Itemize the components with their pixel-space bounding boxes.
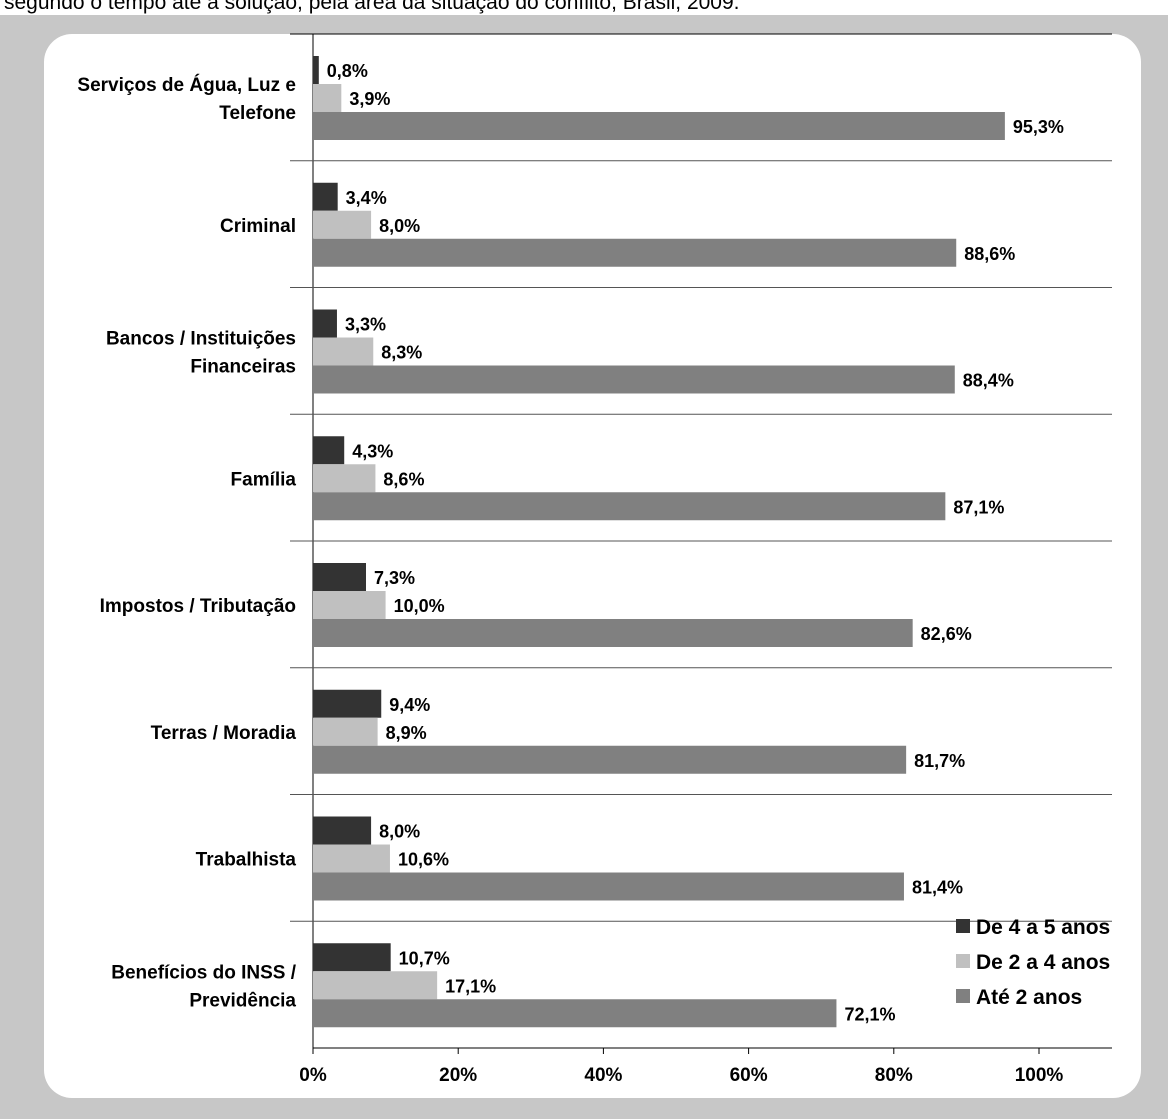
data-label-criminal-de-4-a-5-anos: 3,4% <box>346 188 387 208</box>
data-label-impostos-tributacao-de-2-a-4-anos: 10,0% <box>394 596 445 616</box>
bar-trabalhista-de-4-a-5-anos <box>313 816 372 845</box>
data-label-beneficios-do-inss-previdencia-de-4-a-5-anos: 10,7% <box>399 948 450 968</box>
bar-impostos-tributacao-ate-2-anos <box>313 619 913 647</box>
data-label-bancos-instituicoes-financeiras-de-2-a-4-anos: 8,3% <box>381 343 422 363</box>
legend-swatch-ate-2-anos <box>956 989 970 1003</box>
bar-familia-de-4-a-5-anos <box>313 436 345 465</box>
data-label-terras-moradia-de-2-a-4-anos: 8,9% <box>386 723 427 743</box>
category-label-terras-moradia: Terras / Moradia <box>151 723 297 744</box>
bar-impostos-tributacao-de-2-a-4-anos <box>313 591 386 619</box>
data-label-trabalhista-de-2-a-4-anos: 10,6% <box>398 850 449 870</box>
data-label-beneficios-do-inss-previdencia-de-2-a-4-anos: 17,1% <box>445 976 496 996</box>
legend-swatch-de-2-a-4-anos <box>956 954 970 968</box>
bar-bancos-instituicoes-financeiras-ate-2-anos <box>313 365 955 394</box>
bar-familia-de-2-a-4-anos <box>313 464 376 493</box>
data-label-familia-de-4-a-5-anos: 4,3% <box>352 441 393 461</box>
data-label-beneficios-do-inss-previdencia-ate-2-anos: 72,1% <box>844 1004 895 1024</box>
data-label-terras-moradia-de-4-a-5-anos: 9,4% <box>389 695 430 715</box>
x-tick-label: 60% <box>730 1065 768 1086</box>
legend-label-ate-2-anos: Até 2 anos <box>976 986 1082 1009</box>
bar-beneficios-do-inss-previdencia-de-4-a-5-anos <box>313 943 391 972</box>
data-label-terras-moradia-ate-2-anos: 81,7% <box>914 751 965 771</box>
data-label-impostos-tributacao-ate-2-anos: 82,6% <box>921 624 972 644</box>
x-tick-label: 80% <box>875 1065 913 1086</box>
bar-beneficios-do-inss-previdencia-ate-2-anos <box>313 999 837 1028</box>
bar-servicos-de-agua-luz-e-telefone-de-2-a-4-anos <box>313 84 342 112</box>
data-label-criminal-ate-2-anos: 88,6% <box>964 244 1015 264</box>
chart-caption: segundo o tempo até a solução, pela área… <box>4 0 740 14</box>
bar-trabalhista-de-2-a-4-anos <box>313 844 390 873</box>
data-label-trabalhista-ate-2-anos: 81,4% <box>912 878 963 898</box>
x-tick-label: 20% <box>439 1065 477 1086</box>
data-label-bancos-instituicoes-financeiras-de-4-a-5-anos: 3,3% <box>345 315 386 335</box>
category-label-impostos-tributacao: Impostos / Tributação <box>100 596 296 617</box>
bar-servicos-de-agua-luz-e-telefone-de-4-a-5-anos <box>313 56 319 84</box>
data-label-familia-de-2-a-4-anos: 8,6% <box>383 469 424 489</box>
data-label-familia-ate-2-anos: 87,1% <box>953 497 1004 517</box>
legend-swatch-de-4-a-5-anos <box>956 919 970 933</box>
bar-bancos-instituicoes-financeiras-de-4-a-5-anos <box>313 309 337 338</box>
category-label-servicos-de-agua-luz-e-telefone: Serviços de Água, Luz e Telefone <box>77 74 296 124</box>
x-tick-label: 40% <box>584 1065 622 1086</box>
data-label-impostos-tributacao-de-4-a-5-anos: 7,3% <box>374 568 415 588</box>
category-label-familia: Família <box>231 469 297 490</box>
bar-beneficios-do-inss-previdencia-de-2-a-4-anos <box>313 971 438 1000</box>
bar-familia-ate-2-anos <box>313 492 946 521</box>
category-label-criminal: Criminal <box>220 216 296 237</box>
bar-servicos-de-agua-luz-e-telefone-ate-2-anos <box>313 112 1005 140</box>
bar-criminal-de-4-a-5-anos <box>313 182 338 211</box>
data-label-servicos-de-agua-luz-e-telefone-ate-2-anos: 95,3% <box>1013 117 1064 137</box>
data-label-trabalhista-de-4-a-5-anos: 8,0% <box>379 822 420 842</box>
bar-criminal-ate-2-anos <box>313 238 957 267</box>
bar-terras-moradia-de-2-a-4-anos <box>313 717 378 746</box>
legend-label-de-2-a-4-anos: De 2 a 4 anos <box>976 951 1110 974</box>
bar-criminal-de-2-a-4-anos <box>313 210 372 239</box>
data-label-servicos-de-agua-luz-e-telefone-de-2-a-4-anos: 3,9% <box>349 89 390 109</box>
category-label-beneficios-do-inss-previdencia: Benefícios do INSS / Previdência <box>111 962 296 1011</box>
bar-terras-moradia-ate-2-anos <box>313 745 907 774</box>
bar-trabalhista-ate-2-anos <box>313 872 904 901</box>
bar-impostos-tributacao-de-4-a-5-anos <box>313 563 366 591</box>
category-label-bancos-instituicoes-financeiras: Bancos / Instituições Financeiras <box>106 329 296 378</box>
legend-label-de-4-a-5-anos: De 4 a 5 anos <box>976 916 1110 939</box>
x-tick-label: 0% <box>299 1065 327 1086</box>
data-label-criminal-de-2-a-4-anos: 8,0% <box>379 216 420 236</box>
x-tick-label: 100% <box>1015 1065 1064 1086</box>
data-label-bancos-instituicoes-financeiras-ate-2-anos: 88,4% <box>963 371 1014 391</box>
data-label-servicos-de-agua-luz-e-telefone-de-4-a-5-anos: 0,8% <box>327 61 368 81</box>
category-label-trabalhista: Trabalhista <box>196 850 297 871</box>
bar-bancos-instituicoes-financeiras-de-2-a-4-anos <box>313 337 374 366</box>
bar-terras-moradia-de-4-a-5-anos <box>313 689 382 718</box>
